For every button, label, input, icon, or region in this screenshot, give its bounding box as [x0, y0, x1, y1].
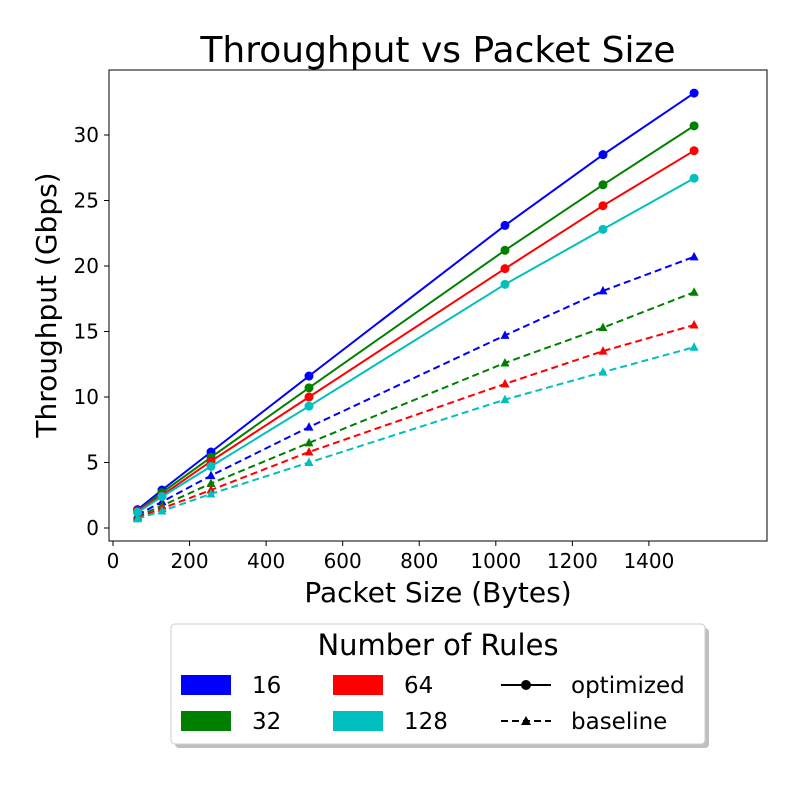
series-baseline-32-point-6 — [689, 287, 699, 296]
series-baseline-32-point-3 — [304, 437, 314, 447]
series-baseline-64-point-4 — [500, 378, 510, 388]
series-baseline-64-point-3 — [304, 447, 314, 456]
series-optimized-32-point-5 — [598, 180, 608, 190]
x-tick-label-0: 0 — [107, 549, 120, 573]
series-baseline-16-point-3 — [304, 422, 314, 431]
series-baseline-128-point-2 — [206, 488, 216, 498]
legend-swatch-16 — [181, 675, 231, 695]
legend-swatch-32 — [181, 711, 231, 731]
series-baseline-64-point-6 — [689, 319, 699, 329]
series-optimized-64-point-6 — [689, 146, 699, 156]
series-optimized-128-point-2 — [206, 461, 216, 471]
x-tick-label-200: 200 — [170, 549, 208, 573]
series-optimized-128-point-4 — [500, 279, 510, 289]
series-baseline-128-point-0 — [132, 513, 142, 523]
legend: Number of Rules 16 32 64 128 optimized b… — [170, 623, 709, 748]
y-tick-label-25: 25 — [74, 189, 99, 213]
legend-label-baseline: baseline — [571, 709, 667, 735]
series-optimized-128-point-3 — [304, 401, 314, 411]
legend-label-32: 32 — [252, 709, 281, 735]
legend-label-128: 128 — [404, 709, 448, 735]
series-baseline-16-point-2 — [206, 470, 216, 480]
series-baseline-16-point-6 — [689, 251, 699, 261]
series-optimized-64-point-4 — [500, 264, 510, 274]
x-tick-label-1400: 1400 — [623, 549, 674, 573]
series-baseline-32-point-4 — [500, 357, 510, 367]
legend-label-16: 16 — [252, 673, 281, 699]
series-optimized-32-point-3 — [304, 383, 314, 393]
series-optimized-16-point-5 — [598, 150, 608, 160]
legend-label-64: 64 — [404, 673, 433, 699]
legend-swatch-64 — [333, 675, 383, 695]
series-optimized-128-point-5 — [598, 224, 608, 234]
y-axis-title: Throughput (Gbps) — [30, 172, 63, 438]
legend-label-optimized: optimized — [571, 673, 685, 699]
x-tick-label-800: 800 — [400, 549, 438, 573]
series-optimized-32-point-6 — [689, 121, 699, 131]
series-optimized-128-point-6 — [689, 173, 699, 183]
series-baseline-32-point-2 — [206, 478, 216, 487]
series-baseline-128-point-1 — [157, 505, 167, 515]
y-tick-label-10: 10 — [74, 385, 99, 409]
legend-swatch-128 — [333, 711, 383, 731]
series-baseline-16-point-4 — [500, 330, 510, 339]
y-tick-label-5: 5 — [86, 451, 99, 475]
y-tick-label-30: 30 — [74, 123, 99, 147]
series-baseline-64-point-5 — [598, 346, 608, 355]
plot-frame — [108, 69, 768, 542]
series-optimized-128-point-1 — [157, 492, 167, 502]
legend-box — [170, 623, 706, 745]
y-tick-label-20: 20 — [74, 254, 99, 278]
series-optimized-16-point-3 — [304, 371, 314, 381]
series-baseline-128-point-6 — [689, 342, 699, 351]
plot-layer: 0 200 400 600 800 1000 1200 1400 0 5 10 15 20 25 30 — [74, 88, 699, 573]
x-tick-label-1200: 1200 — [547, 549, 598, 573]
legend-baseline-marker — [521, 716, 531, 725]
series-baseline-16-point-5 — [598, 285, 608, 295]
series-optimized-64-point-3 — [304, 392, 314, 402]
series-optimized-128-point-0 — [132, 507, 142, 517]
series-baseline-128-point-5 — [598, 367, 608, 376]
legend-optimized-marker — [521, 680, 531, 690]
y-tick-label-15: 15 — [74, 320, 99, 344]
series-optimized-64-point-5 — [598, 201, 608, 211]
y-tick-label-0: 0 — [86, 516, 99, 540]
series-optimized-16-point-4 — [500, 220, 510, 230]
chart-title: Throughput vs Packet Size — [199, 30, 675, 71]
series-optimized-32-point-4 — [500, 245, 510, 255]
legend-title: Number of Rules — [317, 628, 558, 662]
x-tick-label-1000: 1000 — [470, 549, 521, 573]
series-baseline-128-point-3 — [304, 457, 314, 466]
x-tick-label-400: 400 — [247, 549, 285, 573]
x-tick-label-600: 600 — [324, 549, 362, 573]
series-optimized-16-point-6 — [689, 88, 699, 98]
series-baseline-128-point-4 — [500, 394, 510, 404]
series-baseline-32-point-5 — [598, 322, 608, 332]
x-axis-title: Packet Size (Bytes) — [304, 576, 571, 609]
